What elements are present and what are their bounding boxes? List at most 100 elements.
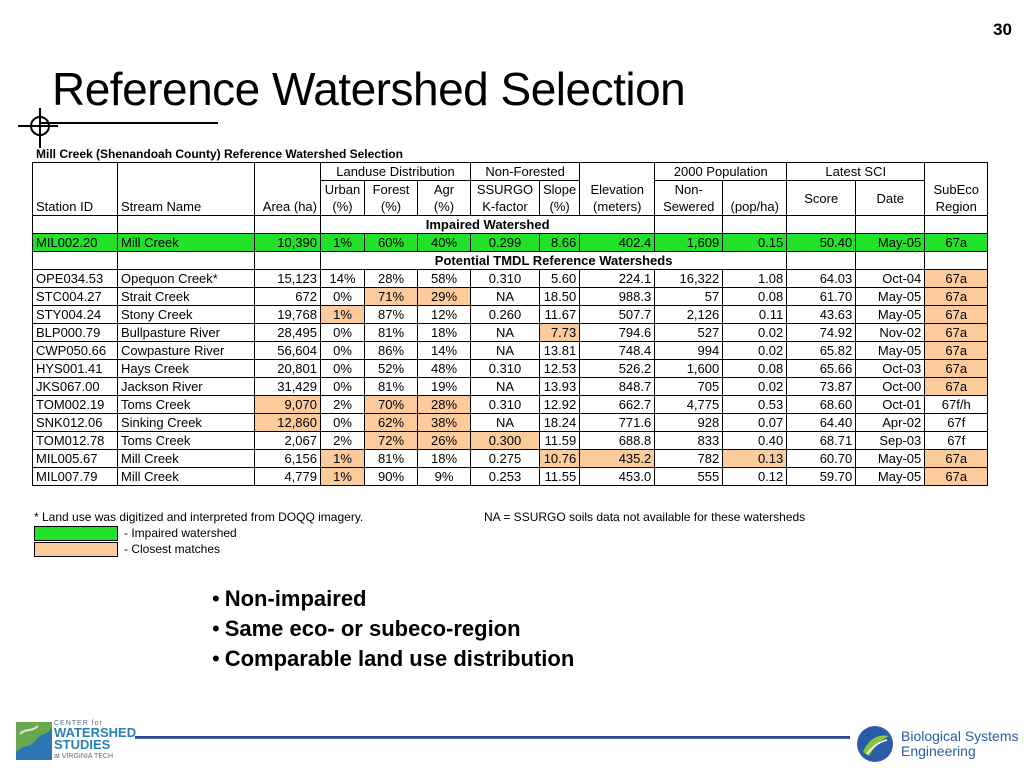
cell-ssurgo-k: NA [470,341,540,360]
cell-sci-date: May-05 [855,233,926,252]
logo-right-text: Biological Systems Engineering [901,728,1019,759]
cell-non-sewered: 1,600 [654,359,724,378]
group-nonforested: Non-Forested [469,162,581,181]
cell-forest: 81% [364,323,418,342]
cell-non-sewered: 16,322 [654,269,724,288]
cell-station-id: OPE034.53 [32,269,118,288]
cell-agr: 14% [417,341,471,360]
cell-urban: 1% [320,449,365,468]
cell-pop-density: 0.15 [722,233,788,252]
criteria-item: • Comparable land use distribution [212,644,574,674]
cell-sci-score: 59.70 [786,467,857,486]
cell-subeco-region: 67f/h [924,395,989,414]
cell-sci-score: 68.71 [786,431,857,450]
cell-sci-date: Oct-00 [855,377,926,396]
cell-sci-score: 65.82 [786,341,857,360]
cell-sci-date: May-05 [855,467,926,486]
section-potential-label: Potential TMDL Reference Watersheds [319,251,788,270]
col-score: Score [786,180,857,216]
cell-ssurgo-k: 0.299 [470,233,540,252]
cell-agr: 9% [417,467,471,486]
cell-sci-score: 61.70 [786,287,857,306]
cell-forest: 70% [364,395,418,414]
cell-subeco-region: 67a [924,305,989,324]
cell-subeco-region: 67f [924,413,989,432]
cell-sci-date: Apr-02 [855,413,926,432]
cell-station-id: STY004.24 [32,305,118,324]
cell-area: 10,390 [254,233,321,252]
bse-logo-icon [857,726,893,762]
cell-elevation: 848.7 [579,377,656,396]
group-subeco-blank [924,162,989,181]
legend-label-impaired: - Impaired watershed [124,526,237,540]
cell-forest: 81% [364,449,418,468]
bullet-icon: • [212,586,220,611]
blank-cell [855,251,926,270]
cell-elevation: 688.8 [579,431,656,450]
cell-stream-name: Mill Creek [117,467,255,486]
blank-cell [855,215,926,234]
cell-subeco-region: 67a [924,341,989,360]
cell-area: 56,604 [254,341,321,360]
cell-forest: 28% [364,269,418,288]
cell-sci-date: Oct-01 [855,395,926,414]
col-agr-unit: (%) [417,198,471,216]
cell-area: 4,779 [254,467,321,486]
cell-pop-density: 0.13 [722,449,788,468]
cell-slope: 11.55 [538,467,581,486]
cell-elevation: 402.4 [579,233,656,252]
bse-logo: Biological Systems Engineering [855,724,1020,764]
cell-area: 15,123 [254,269,321,288]
cell-area: 2,067 [254,431,321,450]
logo-left-line3: at VIRGINIA TECH [54,753,113,760]
blank-cell [117,215,255,234]
cell-non-sewered: 705 [654,377,724,396]
cell-pop-density: 0.12 [722,467,788,486]
legend-swatch-impaired [34,526,118,541]
blank-cell [786,215,857,234]
cell-area: 9,070 [254,395,321,414]
cell-sci-date: Sep-03 [855,431,926,450]
cell-area: 28,495 [254,323,321,342]
logo-left-line1: CENTER for [54,720,103,727]
page-title: Reference Watershed Selection [52,63,686,115]
cell-station-id: JKS067.00 [32,377,118,396]
blank-cell [924,251,989,270]
table-row: BLP000.79 Bullpasture River 28,495 0% 81% 18%… [32,323,989,342]
cell-agr: 48% [417,359,471,378]
blank-cell [654,215,724,234]
cell-pop-density: 0.02 [722,341,788,360]
section-row-impaired: Impaired Watershed [32,215,989,234]
table-row: SNK012.06 Sinking Creek 12,860 0% 62% 38% NA 18… [32,413,989,432]
cell-elevation: 507.7 [579,305,656,324]
blank-cell [254,251,321,270]
bullet-icon: • [212,616,220,641]
cell-area: 12,860 [254,413,321,432]
cell-forest: 62% [364,413,418,432]
cell-slope: 13.93 [538,377,581,396]
cell-agr: 29% [417,287,471,306]
logo-left-line2: WATERSHED STUDIES [54,725,137,752]
cell-area: 20,801 [254,359,321,378]
cell-urban: 0% [320,359,365,378]
table-row: JKS067.00 Jackson River 31,429 0% 81% 19% NA 13… [32,377,989,396]
legend-swatch-closest [34,542,118,557]
cell-agr: 40% [417,233,471,252]
cell-forest: 72% [364,431,418,450]
cell-stream-name: Hays Creek [117,359,255,378]
cell-sci-date: Oct-04 [855,269,926,288]
table-row: CWP050.66 Cowpasture River 56,604 0% 86% 14% N… [32,341,989,360]
header-row-units: (%) (%) (%) K-factor (%) (meters) Sewere… [33,198,989,216]
cell-sci-date: May-05 [855,341,926,360]
cell-pop-density: 0.08 [722,287,788,306]
cell-urban: 14% [320,269,365,288]
col-popha-top [722,180,788,198]
group-elevation-blank [579,162,656,181]
table-row: TOM012.78 Toms Creek 2,067 2% 72% 26% 0.300 11.… [32,431,989,450]
cell-sci-score: 50.40 [786,233,857,252]
cell-agr: 18% [417,449,471,468]
title-underline [40,122,218,124]
criteria-item: • Non-impaired [212,584,574,614]
col-ssurgo-unit: K-factor [470,198,540,216]
cell-slope: 8.66 [538,233,581,252]
